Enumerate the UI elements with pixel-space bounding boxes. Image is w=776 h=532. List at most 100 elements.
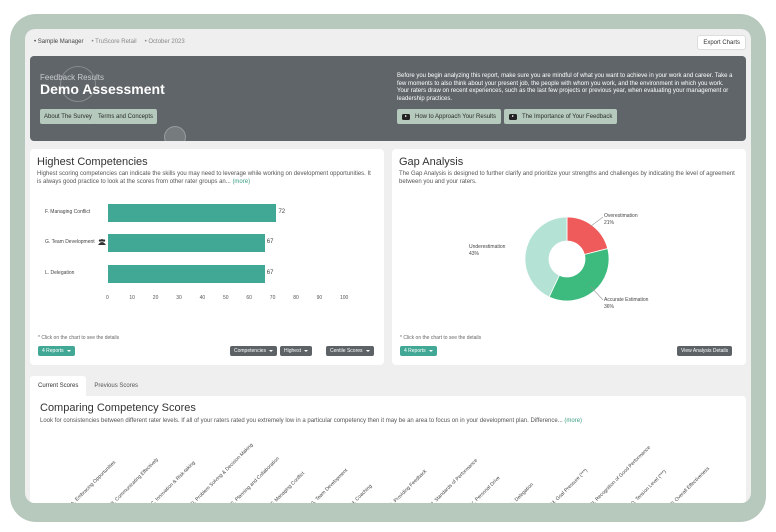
hero-banner: Feedback Results Demo Assessment About T… xyxy=(30,56,746,141)
competency-bar[interactable] xyxy=(108,265,265,283)
x-tick-label: 10 xyxy=(129,295,135,301)
video-approach-label: How to Approach Your Results xyxy=(415,113,497,120)
donut-slice[interactable] xyxy=(566,216,609,256)
bar-label: L. Delegation xyxy=(45,270,74,276)
reports-dropdown-value: 4 Reports xyxy=(404,348,426,354)
card-description: Highest scoring competencies can indicat… xyxy=(37,171,373,186)
slice-percent: 43% xyxy=(469,251,480,257)
gap-donut-chart[interactable] xyxy=(522,214,612,304)
decorative-bubble xyxy=(60,66,96,102)
chart-note: * Click on the chart to see the details xyxy=(400,335,482,341)
chevron-down-icon xyxy=(303,350,308,352)
gap-analysis-card: Gap Analysis The Gap Analysis is designe… xyxy=(392,149,746,365)
reports-dropdown[interactable]: 4 Reports xyxy=(38,346,75,356)
chevron-down-icon xyxy=(268,350,273,352)
top-bar: • Sample Manager • TruScore Retail • Oct… xyxy=(25,29,751,55)
category-label: L. Delegation xyxy=(45,270,75,276)
competencies-dropdown[interactable]: Competencies xyxy=(230,346,277,356)
youtube-icon xyxy=(509,113,517,120)
description-text: Look for consistencies between different… xyxy=(40,418,563,424)
slice-label: Accurate Estimation 36% xyxy=(604,297,648,311)
slice-name: Overestimation xyxy=(604,213,638,219)
x-tick-label: 60 xyxy=(246,295,252,301)
competency-axis-label: O. Tension Level (***) xyxy=(629,469,668,503)
x-tick-label: 100 xyxy=(340,295,349,301)
export-charts-button[interactable]: Export Charts xyxy=(697,35,746,50)
more-link[interactable]: (more) xyxy=(564,418,583,424)
breadcrumb-date[interactable]: • October 2023 xyxy=(144,39,185,45)
competency-axis-label: I. Providing Feedback xyxy=(389,468,429,503)
comparing-scores-panel: Comparing Competency Scores Look for con… xyxy=(30,396,746,503)
hero-subtitle: Feedback Results xyxy=(40,73,105,82)
competency-axis-label: F. Managing Conflict xyxy=(269,470,307,503)
x-tick-label: 40 xyxy=(199,295,206,301)
sort-dropdown[interactable]: Highest xyxy=(280,346,312,356)
competency-axis-label: G. Team Development xyxy=(309,467,350,503)
score-tabs: Current Scores Previous Scores xyxy=(30,376,146,396)
competencies-dropdown-value: Competencies xyxy=(234,348,266,354)
competency-axis-label: L. Delegation xyxy=(509,481,535,503)
tab-previous-scores[interactable]: Previous Scores xyxy=(94,383,139,389)
card-description: The Gap Analysis is designed to further … xyxy=(399,171,735,185)
description-text: Highest scoring competencies can indicat… xyxy=(37,171,371,185)
section-description: Look for consistencies between different… xyxy=(40,418,740,426)
x-tick-label: 30 xyxy=(176,295,182,301)
competency-axis-label: B. Communicating Effectively xyxy=(109,456,160,503)
x-tick-label: 20 xyxy=(152,295,159,301)
chart-note: * Click on the chart to see the details xyxy=(38,335,120,341)
slice-label: Underestimation 43% xyxy=(469,244,505,258)
competency-bar[interactable] xyxy=(108,204,277,222)
score-type-dropdown[interactable]: Centile Scores xyxy=(326,346,374,356)
bar-value-label: 67 xyxy=(266,270,274,276)
x-tick-label: 50 xyxy=(223,295,229,301)
more-link[interactable]: (more) xyxy=(232,178,251,185)
competency-axis-label: J. Standards of Performance xyxy=(429,457,480,503)
youtube-icon xyxy=(402,113,410,120)
x-tick-label: 90 xyxy=(316,295,323,301)
slice-percent: 21% xyxy=(604,220,615,226)
category-label: G. Team Development xyxy=(45,239,95,245)
decorative-bubble xyxy=(164,126,186,141)
video-importance-button[interactable]: The Importance of Your Feedback xyxy=(504,109,618,124)
reports-dropdown[interactable]: 4 Reports xyxy=(400,346,437,356)
competency-axis-label: C. Innovation & Risk-taking xyxy=(149,460,197,503)
breadcrumb-manager[interactable]: • Sample Manager xyxy=(34,39,84,45)
bar-label: G. Team Development xyxy=(45,239,106,245)
competency-axis-label: K. Personal Drive xyxy=(469,475,502,503)
hero-intro-text: Before you begin analyzing this report, … xyxy=(397,73,733,102)
section-title: Comparing Competency Scores xyxy=(40,402,196,414)
sort-dropdown-value: Highest xyxy=(284,348,301,354)
chevron-down-icon xyxy=(66,350,71,352)
competency-axis-label: P. Overall Effectiveness xyxy=(669,465,712,503)
chevron-down-icon xyxy=(428,350,433,352)
competency-bar[interactable] xyxy=(108,234,265,252)
slice-name: Underestimation xyxy=(469,244,506,250)
score-type-dropdown-value: Centile Scores xyxy=(330,348,363,354)
x-tick-label: 70 xyxy=(269,295,276,301)
slice-name: Accurate Estimation xyxy=(604,297,649,303)
breadcrumb-product[interactable]: • TruScore Retail xyxy=(91,39,137,45)
tab-current-scores[interactable]: Current Scores xyxy=(30,376,87,396)
team-icon xyxy=(97,239,106,245)
terms-concepts-button[interactable]: Terms and Concepts xyxy=(94,109,158,124)
reports-dropdown-value: 4 Reports xyxy=(42,348,64,354)
x-tick-label: 80 xyxy=(293,295,299,301)
competency-axis-label: M. Goal Pressure (***) xyxy=(549,467,589,503)
video-importance-label: The Importance of Your Feedback xyxy=(522,113,613,120)
video-approach-button[interactable]: How to Approach Your Results xyxy=(397,109,502,124)
slice-percent: 36% xyxy=(604,304,615,310)
card-title: Gap Analysis xyxy=(399,156,464,168)
slice-label: Overestimation 21% xyxy=(604,213,638,227)
competency-axis-label: A. Embracing Opportunities xyxy=(69,459,118,503)
card-title: Highest Competencies xyxy=(37,156,148,168)
x-tick-label: 0 xyxy=(106,295,109,301)
bar-label: F. Managing Conflict xyxy=(45,209,90,215)
donut-slice[interactable] xyxy=(524,216,568,298)
app-screen: • Sample Manager • TruScore Retail • Oct… xyxy=(25,29,751,503)
view-analysis-button[interactable]: View Analysis Details xyxy=(677,346,733,356)
highest-competencies-card: Highest Competencies Highest scoring com… xyxy=(30,149,384,365)
about-survey-button[interactable]: About The Survey xyxy=(40,109,96,124)
chevron-down-icon xyxy=(365,350,370,352)
competency-axis-label: H. Coaching xyxy=(349,483,374,503)
bar-value-label: 72 xyxy=(278,209,286,215)
